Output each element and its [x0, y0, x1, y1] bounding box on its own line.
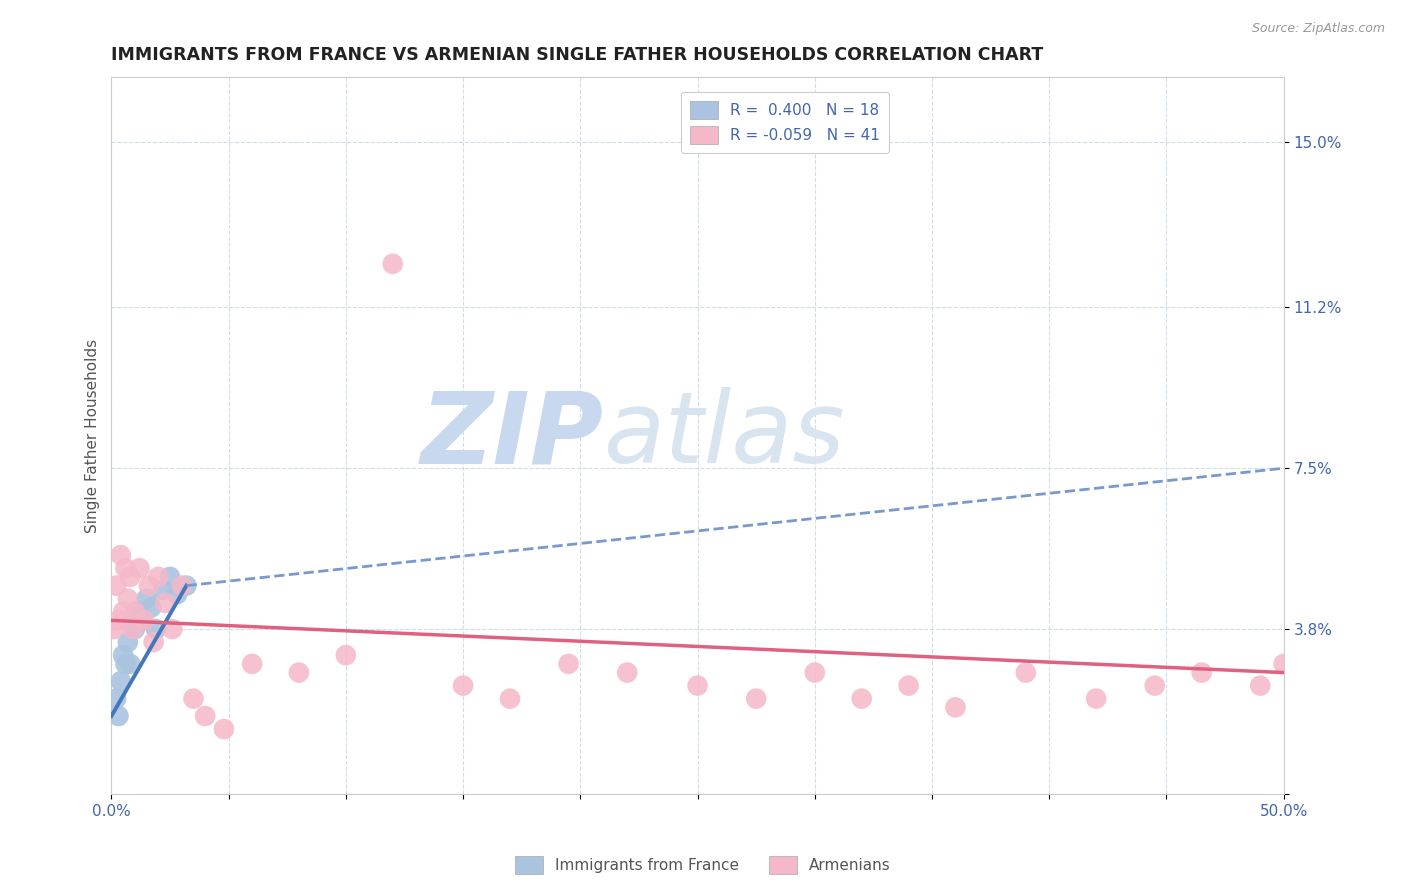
Point [148, 570, 170, 584]
Point [851, 691, 873, 706]
Point [335, 648, 357, 662]
Point [135, 591, 157, 606]
Point [121, 622, 143, 636]
Point [112, 605, 135, 619]
Point [131, 613, 153, 627]
Point [114, 657, 136, 671]
Point [745, 691, 768, 706]
Point [166, 587, 188, 601]
Point [117, 591, 139, 606]
Point [114, 561, 136, 575]
Point [557, 657, 579, 671]
Point [1272, 657, 1295, 671]
Point [499, 691, 522, 706]
Point [155, 596, 177, 610]
Point [121, 613, 143, 627]
Point [152, 582, 174, 597]
Point [127, 605, 149, 619]
Point [194, 709, 217, 723]
Text: IMMIGRANTS FROM FRANCE VS ARMENIAN SINGLE FATHER HOUSEHOLDS CORRELATION CHART: IMMIGRANTS FROM FRANCE VS ARMENIAN SINGL… [111, 46, 1043, 64]
Point [110, 548, 132, 562]
Point [138, 578, 160, 592]
Point [120, 657, 142, 671]
Legend: Immigrants from France, Armenians: Immigrants from France, Armenians [509, 850, 897, 880]
Point [142, 635, 165, 649]
Point [616, 665, 638, 680]
Legend: R =  0.400   N = 18, R = -0.059   N = 41: R = 0.400 N = 18, R = -0.059 N = 41 [682, 92, 889, 153]
Point [804, 665, 827, 680]
Point [1143, 679, 1166, 693]
Point [451, 679, 474, 693]
Point [1085, 691, 1108, 706]
Point [124, 622, 146, 636]
Y-axis label: Single Father Households: Single Father Households [86, 339, 100, 533]
Point [103, 622, 125, 636]
Point [288, 665, 311, 680]
Text: atlas: atlas [603, 387, 845, 484]
Point [1249, 679, 1271, 693]
Point [112, 648, 135, 662]
Point [107, 613, 129, 627]
Text: Source: ZipAtlas.com: Source: ZipAtlas.com [1251, 22, 1385, 36]
Point [162, 622, 184, 636]
Point [124, 605, 146, 619]
Point [105, 691, 128, 706]
Point [110, 674, 132, 689]
Point [105, 578, 128, 592]
Point [240, 657, 263, 671]
Point [686, 679, 709, 693]
Point [159, 570, 181, 584]
Point [141, 600, 163, 615]
Point [176, 578, 198, 592]
Point [897, 679, 920, 693]
Point [381, 257, 404, 271]
Point [145, 622, 167, 636]
Point [120, 570, 142, 584]
Point [945, 700, 967, 714]
Point [170, 578, 193, 592]
Point [212, 722, 235, 736]
Point [107, 709, 129, 723]
Text: ZIP: ZIP [420, 387, 603, 484]
Point [134, 613, 156, 627]
Point [183, 691, 205, 706]
Point [1191, 665, 1213, 680]
Point [1015, 665, 1038, 680]
Point [117, 635, 139, 649]
Point [128, 561, 150, 575]
